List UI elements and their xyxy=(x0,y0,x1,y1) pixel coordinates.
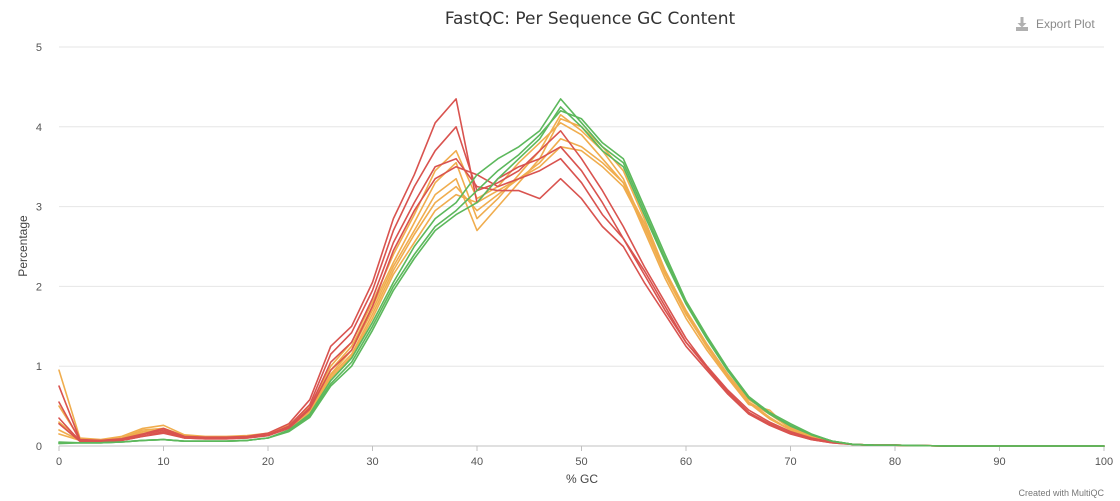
x-tick-label: 70 xyxy=(784,456,796,468)
y-axis-label: Percentage xyxy=(16,215,30,277)
series-line-pass-11[interactable] xyxy=(58,110,1105,447)
y-axis-ticks: 0 1 2 3 4 5 xyxy=(36,42,42,453)
x-tick-label: 90 xyxy=(993,456,1005,468)
series-line-warn-7[interactable] xyxy=(58,118,1105,447)
x-tick-label: 0 xyxy=(56,456,62,468)
series-line-warn-8[interactable] xyxy=(58,138,1105,447)
x-tick-label: 100 xyxy=(1095,456,1113,468)
y-tick-label: 4 xyxy=(36,122,42,134)
y-tick-label: 5 xyxy=(36,42,42,54)
y-tick-label: 0 xyxy=(36,441,42,453)
series-line-warn-6[interactable] xyxy=(58,114,1105,447)
x-tick-label: 40 xyxy=(471,456,483,468)
x-tick-label: 80 xyxy=(889,456,901,468)
x-tick-label: 10 xyxy=(157,456,169,468)
x-tick-label: 60 xyxy=(680,456,692,468)
download-icon xyxy=(1014,16,1030,32)
x-tick-label: 30 xyxy=(366,456,378,468)
x-tick-label: 50 xyxy=(575,456,587,468)
export-plot-button[interactable]: Export Plot xyxy=(1014,14,1095,34)
series-lines xyxy=(58,98,1105,447)
series-line-fail-3[interactable] xyxy=(58,157,1105,447)
credit-text: Created with MultiQC xyxy=(1018,488,1104,498)
export-plot-label: Export Plot xyxy=(1036,17,1095,31)
series-line-fail-4[interactable] xyxy=(58,157,1105,447)
series-line-warn-9[interactable] xyxy=(58,146,1105,447)
x-axis-ticks: 0 10 20 30 40 50 60 70 80 90 100 xyxy=(56,446,1113,468)
y-tick-label: 1 xyxy=(36,361,42,373)
series-line-pass-12[interactable] xyxy=(58,106,1105,447)
x-tick-label: 20 xyxy=(262,456,274,468)
grid-lines xyxy=(59,46,1104,367)
y-tick-label: 2 xyxy=(36,281,42,293)
y-tick-label: 3 xyxy=(36,202,42,214)
chart-title: FastQC: Per Sequence GC Content xyxy=(445,9,736,29)
x-axis-label: % GC xyxy=(566,472,598,486)
